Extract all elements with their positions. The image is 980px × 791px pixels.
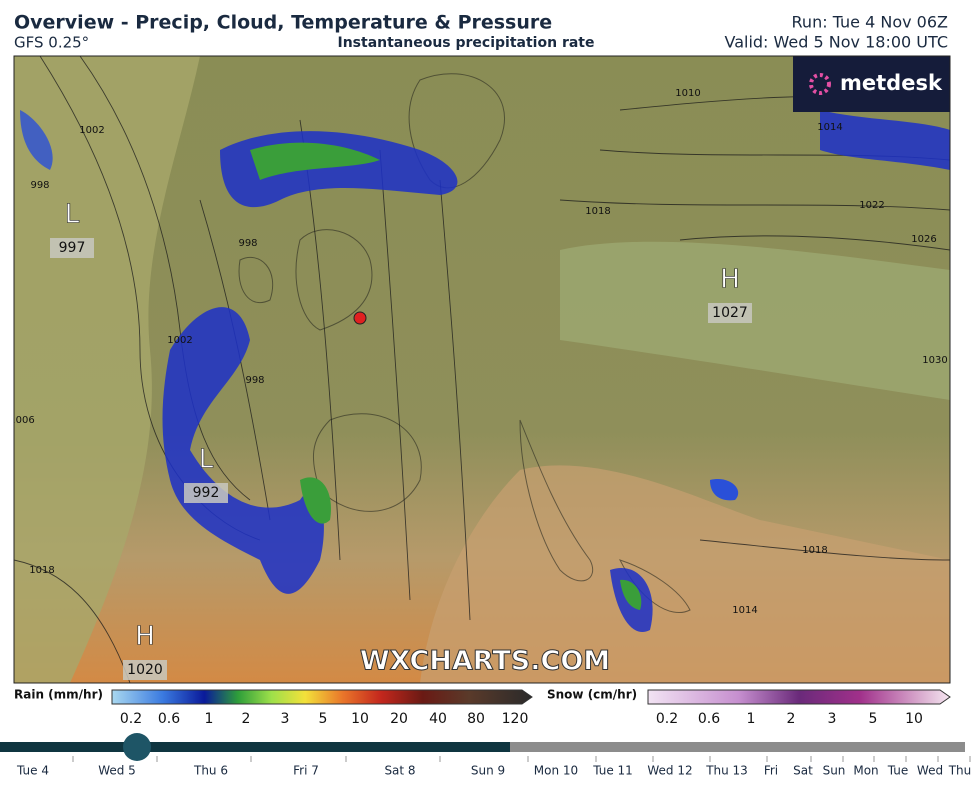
snow-tick-label: 10 [905,711,923,727]
timeline-elapsed [0,742,510,752]
snow-tick-label: 0.2 [656,711,678,727]
rain-tick-label: 20 [390,711,408,727]
rain-tick-label: 40 [429,711,447,727]
center-value-box [708,303,752,323]
center-type: L [65,200,80,230]
center-value: 1020 [127,662,163,678]
rain-tick-label: 1 [205,711,214,727]
pressure-centers: L 997 L 992 H 1027 H 1020 [50,199,752,680]
snow-legend-title: Snow (cm/hr) [547,688,637,702]
day-label[interactable]: Mon 10 [534,764,578,778]
isobar-label: 1014 [817,122,842,133]
isobar-label: 1010 [675,88,700,99]
center-value-box [123,660,167,680]
rain-legend-title: Rain (mm/hr) [14,688,103,702]
ocean-cloud [14,56,200,683]
rain-colorbar [111,689,533,705]
day-label[interactable]: Wed 12 [647,764,692,778]
day-label[interactable]: Thu 13 [705,764,748,778]
legend-ticks: 0.2 0.6 1 2 3 5 10 20 40 80 120 0.2 0.6 1 2 3 5 10 [120,711,923,727]
day-label[interactable]: Thu [948,764,972,778]
day-label[interactable]: Sun [823,764,846,778]
isobar-label: 1018 [29,565,54,576]
isobar-label: 998 [245,375,264,386]
rain-tick-label: 80 [467,711,485,727]
snow-tick-label: 0.6 [698,711,720,727]
isobar-label: 1030 [922,355,947,366]
cloud-band [560,241,950,400]
day-label[interactable]: Fri [764,764,778,778]
rain-tick-label: 0.2 [120,711,142,727]
isobar-label: 1014 [732,605,757,616]
timeline-days: Tue 4 Wed 5 Thu 6 Fri 7 Sat 8 Sun 9 Mon 10 Tue … [16,756,972,778]
isobar-label: 1002 [79,125,104,136]
snow-tick-label: 5 [869,711,878,727]
center-value-box [50,238,94,258]
map: metdesk WXCHARTS.COM L997L992H1027H1020 … [9,56,950,683]
isobar-label: 998 [30,180,49,191]
valid: Valid: Wed 5 Nov 18:00 UTC [725,33,949,52]
subtitle: Instantaneous precipitation rate [338,35,595,51]
logo: metdesk [840,71,943,95]
timeline-slider[interactable] [123,733,151,761]
center-value: 1027 [712,305,748,321]
rain-tick-label: 5 [319,711,328,727]
rain-tick-label: 120 [502,711,529,727]
snow-colorbar [647,689,951,705]
center-value-box [184,483,228,503]
day-label[interactable]: Thu 6 [193,764,228,778]
rain-tick-label: 3 [281,711,290,727]
day-label[interactable]: Tue [887,764,909,778]
snow-tick-label: 1 [747,711,756,727]
day-label[interactable]: Fri 7 [293,764,319,778]
snow-tick-label: 2 [787,711,796,727]
center-type: H [720,265,740,295]
rain-tick-label: 2 [242,711,251,727]
center-type: H [135,622,155,652]
center-type: L [199,445,214,475]
isobar-label: 1002 [167,335,192,346]
isobar-label: 998 [238,238,257,249]
rain-tick-label: 0.6 [158,711,180,727]
day-label[interactable]: Tue 11 [592,764,633,778]
center-value: 992 [193,485,220,501]
isobar-label: 1006 [9,415,34,426]
day-label[interactable]: Mon [853,764,878,778]
isobar-labels: 1002 998 998 1002 998 1006 1018 1010 1014 1018 102… [9,88,948,616]
watermark: WXCHARTS.COM [360,646,610,677]
isobar-label: 1026 [911,234,936,245]
isobar-label: 1022 [859,200,884,211]
title: Overview - Precip, Cloud, Temperature & … [14,12,552,34]
center-value: 997 [59,240,86,256]
snow-tick-label: 3 [828,711,837,727]
rain-tick-label: 10 [351,711,369,727]
location-marker [353,311,367,325]
precipitation [20,110,950,632]
mediterranean [420,465,950,683]
isobar-label: 1018 [585,206,610,217]
day-label[interactable]: Wed [917,764,943,778]
day-label[interactable]: Sun 9 [471,764,505,778]
isobar-label: 1018 [802,545,827,556]
model: GFS 0.25° [14,34,89,52]
day-label[interactable]: Sat 8 [384,764,415,778]
day-label[interactable]: Sat [793,764,813,778]
timeline-remaining [510,742,965,752]
map-frame [13,55,951,684]
logo-box [793,56,950,112]
run: Run: Tue 4 Nov 06Z [792,13,949,32]
day-label[interactable]: Wed 5 [98,764,136,778]
day-label[interactable]: Tue 4 [16,764,49,778]
logo-icon [809,73,831,95]
